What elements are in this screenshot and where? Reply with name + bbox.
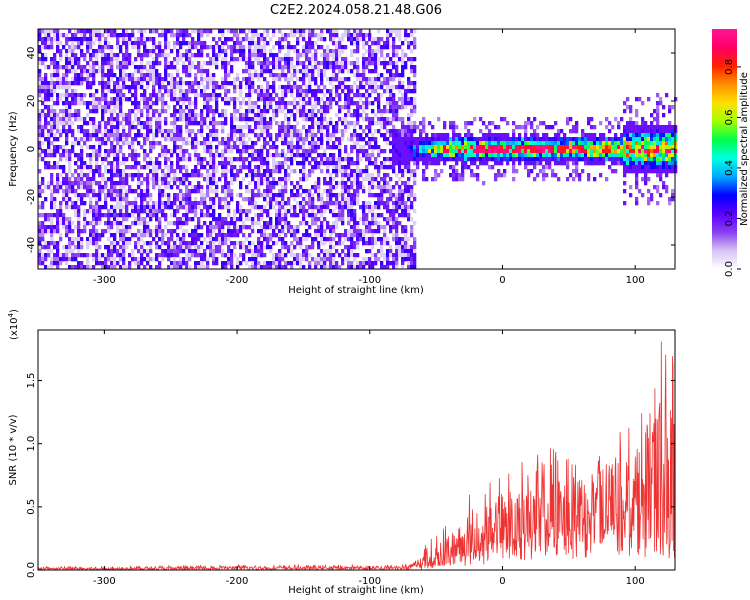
snr-panel: -300 -200 -100 0 100 0.0 0.5 1.0 1.5 Height of …	[7, 309, 676, 596]
snr-x-axis-label: Height of straight line (km)	[288, 585, 424, 596]
y-tick-label: -40	[26, 237, 37, 253]
colorbar: 0.0 0.2 0.4 0.6 0.8 Normalized spectral ampl…	[712, 29, 750, 277]
snr-x-ticks: -300 -200 -100 0 100	[93, 330, 645, 587]
y-tick-label: 40	[26, 47, 37, 60]
colorbar-tick-label: 0.6	[724, 109, 735, 125]
y-tick-label: 1.0	[26, 436, 37, 452]
x-tick-label: 100	[626, 576, 645, 587]
x-tick-label: 100	[626, 275, 645, 286]
x-tick-label: -100	[358, 576, 381, 587]
y-tick-label: 0.5	[26, 499, 37, 515]
colorbar-tick-label: 0.2	[724, 211, 735, 227]
spectrogram-x-ticks: -300 -200 -100 0 100	[93, 29, 645, 286]
chart-title: C2E2.2024.058.21.48.G06	[270, 3, 442, 18]
spectrogram-y-ticks: -40 -20 0 20 40	[26, 47, 675, 253]
spectrogram-heatmap	[38, 29, 678, 270]
colorbar-ticks: 0.0 0.2 0.4 0.6 0.8	[724, 59, 741, 277]
y-tick-label: 0.0	[26, 562, 37, 578]
snr-series-line	[37, 341, 676, 572]
colorbar-label: Normalized spectral amplitude	[739, 72, 750, 226]
y-tick-label: -20	[26, 189, 37, 205]
colorbar-gradient	[712, 29, 737, 269]
snr-y-multiplier: (x104)	[7, 309, 20, 340]
x-tick-label: 0	[499, 275, 505, 286]
y-tick-label: 0	[26, 146, 37, 152]
snr-y-axis-label: SNR (10 * v/v)	[8, 414, 19, 485]
snr-y-ticks: 0.0 0.5 1.0 1.5	[26, 373, 675, 578]
x-tick-label: -200	[226, 576, 249, 587]
y-tick-label: 1.5	[26, 373, 37, 389]
colorbar-tick-label: 0.0	[724, 261, 735, 277]
x-tick-label: -100	[358, 275, 381, 286]
colorbar-tick-label: 0.4	[724, 160, 735, 176]
x-tick-label: -300	[93, 576, 116, 587]
x-tick-label: -300	[93, 275, 116, 286]
y-tick-label: 20	[26, 95, 37, 108]
x-tick-label: 0	[499, 576, 505, 587]
x-tick-label: -200	[226, 275, 249, 286]
colorbar-tick-label: 0.8	[724, 59, 735, 75]
snr-frame	[37, 329, 676, 571]
spectrogram-x-axis-label: Height of straight line (km)	[288, 285, 424, 296]
spectrogram-y-axis-label: Frequency (Hz)	[8, 111, 19, 187]
